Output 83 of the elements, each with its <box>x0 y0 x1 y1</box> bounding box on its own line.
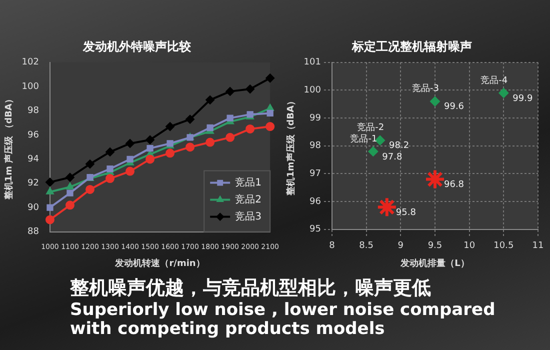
x-tick-label: 9 <box>398 241 404 252</box>
point <box>206 124 214 132</box>
point <box>376 196 398 218</box>
point <box>375 135 386 146</box>
y-tick-label: 102 <box>22 58 39 68</box>
legend-label: 竞品2 <box>235 193 262 206</box>
point <box>106 147 115 156</box>
point <box>166 122 175 132</box>
data-label: 95.8 <box>396 208 416 218</box>
point <box>126 156 134 163</box>
annotation: 竞品-1 <box>350 133 378 144</box>
y-tick-label: 100 <box>304 86 322 96</box>
point <box>166 148 175 158</box>
point <box>226 114 234 122</box>
point <box>46 187 54 194</box>
point <box>266 122 275 132</box>
point <box>146 154 155 164</box>
point <box>66 190 74 196</box>
y-tick-label: 94 <box>28 154 40 165</box>
x-axis-title: 发动机转速（r/min） <box>114 258 205 269</box>
x-tick-label: 10.5 <box>494 241 514 252</box>
point <box>66 182 74 190</box>
point <box>65 172 74 182</box>
point <box>498 88 509 98</box>
x-tick-label: 8.5 <box>359 241 374 252</box>
point <box>424 168 446 190</box>
point <box>146 135 155 144</box>
text: 整机噪声优越，与竞品机型相比，噪声更低 <box>70 276 432 301</box>
x-tick-label: 11 <box>532 241 544 252</box>
point <box>246 124 255 134</box>
annotation: 竞品-3 <box>412 83 439 94</box>
point <box>86 184 94 194</box>
x-tick-label: 8 <box>329 241 336 252</box>
point <box>86 160 94 169</box>
point <box>226 132 235 142</box>
point <box>430 96 440 106</box>
data-label: 99.6 <box>444 102 464 112</box>
point <box>186 114 195 124</box>
y-tick-label: 92 <box>28 178 39 189</box>
data-label: 98.2 <box>389 141 410 152</box>
y-tick-label: 96 <box>310 196 322 207</box>
y-tick-label: 101 <box>304 58 321 68</box>
point <box>46 204 54 211</box>
y-tick-label: 95 <box>310 224 321 235</box>
y-tick-label: 90 <box>28 202 40 213</box>
legend-label: 竞品3 <box>235 210 262 222</box>
annotation: 竞品-4 <box>480 74 508 86</box>
point <box>45 215 54 224</box>
point <box>368 146 378 156</box>
x-tick-label: 10 <box>464 241 476 252</box>
y-tick-label: 96 <box>28 130 40 140</box>
data-label: 99.9 <box>512 94 533 104</box>
chart-title: 发动机外特噪声比较 <box>82 39 192 54</box>
y-tick-label: 99 <box>310 113 322 124</box>
annotation: 竞品-2 <box>357 122 384 134</box>
y-tick-label: 88 <box>28 227 40 238</box>
y-tick-label: 100 <box>22 82 40 92</box>
x-tick-label: 9.5 <box>428 241 442 252</box>
point <box>226 86 235 96</box>
data-label: 97.8 <box>382 152 402 162</box>
point <box>146 144 154 152</box>
point <box>246 84 255 94</box>
point <box>106 166 114 172</box>
point <box>206 95 215 104</box>
point <box>126 166 135 176</box>
data-label: 96.8 <box>444 180 464 190</box>
point <box>106 174 115 184</box>
point <box>206 138 215 147</box>
point <box>65 200 74 210</box>
y-axis-title: 整机1m声压级（dBA） <box>286 96 297 196</box>
y-tick-label: 98 <box>310 141 322 152</box>
point <box>186 142 195 152</box>
chart-title: 标定工况整机辐射噪声 <box>351 39 472 54</box>
y-tick-label: 98 <box>28 106 40 116</box>
point <box>266 110 274 117</box>
point <box>45 178 54 187</box>
point <box>126 138 135 148</box>
text: Superiorly low noise , lower noise compared with competing products models <box>70 300 496 339</box>
y-axis-title: 整机1m 声压级 （dBA） <box>4 94 15 201</box>
x-axis-title: 发动机排量（L） <box>400 258 470 269</box>
legend-label: 竞品1 <box>235 176 262 188</box>
y-tick-label: 97 <box>310 169 321 180</box>
point <box>266 74 275 83</box>
